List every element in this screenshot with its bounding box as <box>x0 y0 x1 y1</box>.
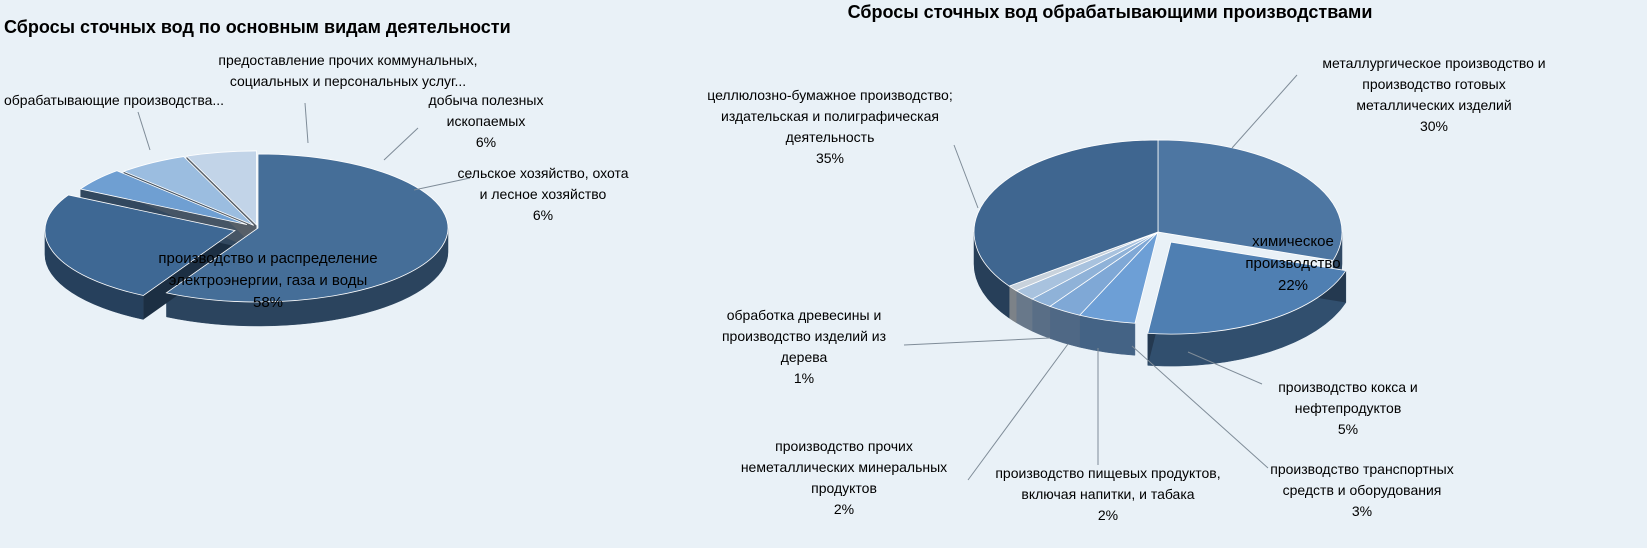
slice-label-1: металлургическое производство и производс… <box>1322 55 1545 113</box>
leader-line-6 <box>967 343 1069 481</box>
slice-label-8: целлюлозно-бумажное производство; издател… <box>707 87 952 145</box>
slice-label-4: производство транспортных средств и обору… <box>1270 461 1453 498</box>
slice-2 <box>1147 241 1347 335</box>
slice-label-2: обрабатывающие производства... <box>4 92 224 108</box>
slice-face-2-1 <box>143 230 235 320</box>
chart-1-labels: 58% 6% 6% <box>253 134 553 311</box>
slice-label-2: химическое производство <box>1245 233 1340 272</box>
chart-1-title: Сбросы сточных вод по основным видам дея… <box>4 17 511 37</box>
leader-line-5 <box>413 177 471 191</box>
slice-value-2: 22% <box>1278 277 1308 294</box>
slice-value-7: 1% <box>794 370 814 386</box>
slice-label-1: производство и распределение электроэнерг… <box>158 250 377 289</box>
slice-value-5: 2% <box>1098 507 1118 523</box>
leader-line-4 <box>383 127 419 161</box>
slice-1 <box>165 153 449 303</box>
slice-label-3: производство кокса и нефтепродуктов <box>1278 379 1418 416</box>
slice-label-6: производство прочих неметаллических минер… <box>741 438 947 496</box>
chart-2-leaders <box>903 74 1298 481</box>
slice-value-3: 5% <box>1338 421 1358 437</box>
leader-line-2 <box>137 111 151 151</box>
chart-2-title: Сбросы сточных вод обрабатывающими произ… <box>848 2 1373 22</box>
slice-label-7: обработка древесины и производство издели… <box>722 307 886 365</box>
chart-1-slices <box>44 150 449 303</box>
leader-line-1 <box>1231 74 1298 149</box>
leader-line-3 <box>304 102 309 144</box>
slice-label-3: предоставление прочих коммунальных, социа… <box>218 52 477 89</box>
slice-1 <box>1157 139 1343 261</box>
slice-value-4: 6% <box>476 134 496 150</box>
slice-4 <box>122 156 254 226</box>
slice-3 <box>79 170 248 226</box>
slice-value-6: 2% <box>834 501 854 517</box>
leader-line-8 <box>953 144 979 209</box>
chart-2-labels: 30% 22% 5% 3% 2% 2% 1% 35% <box>794 118 1448 523</box>
slice-2 <box>44 194 236 296</box>
slice-value-8: 35% <box>816 150 844 166</box>
leader-line-3 <box>1187 351 1263 385</box>
slice-label-5: сельское хозяйство, охота и лесное хозяйс… <box>457 165 628 202</box>
chart-2-slices <box>973 139 1347 335</box>
leader-line-7 <box>903 337 1051 346</box>
slice-value-1: 30% <box>1420 118 1448 134</box>
slice-value-5: 6% <box>533 207 553 223</box>
slice-label-4: добыча полезных ископаемых <box>429 92 544 129</box>
slice-5 <box>185 150 257 226</box>
slice-value-1: 58% <box>253 294 283 311</box>
slice-side-7 <box>1008 285 1017 324</box>
chart-1-leaders <box>137 102 471 191</box>
leader-line-4 <box>1131 345 1269 469</box>
slice-value-4: 3% <box>1352 503 1372 519</box>
slice-8 <box>973 139 1159 287</box>
slice-label-5: производство пищевых продуктов, включая н… <box>995 465 1220 502</box>
